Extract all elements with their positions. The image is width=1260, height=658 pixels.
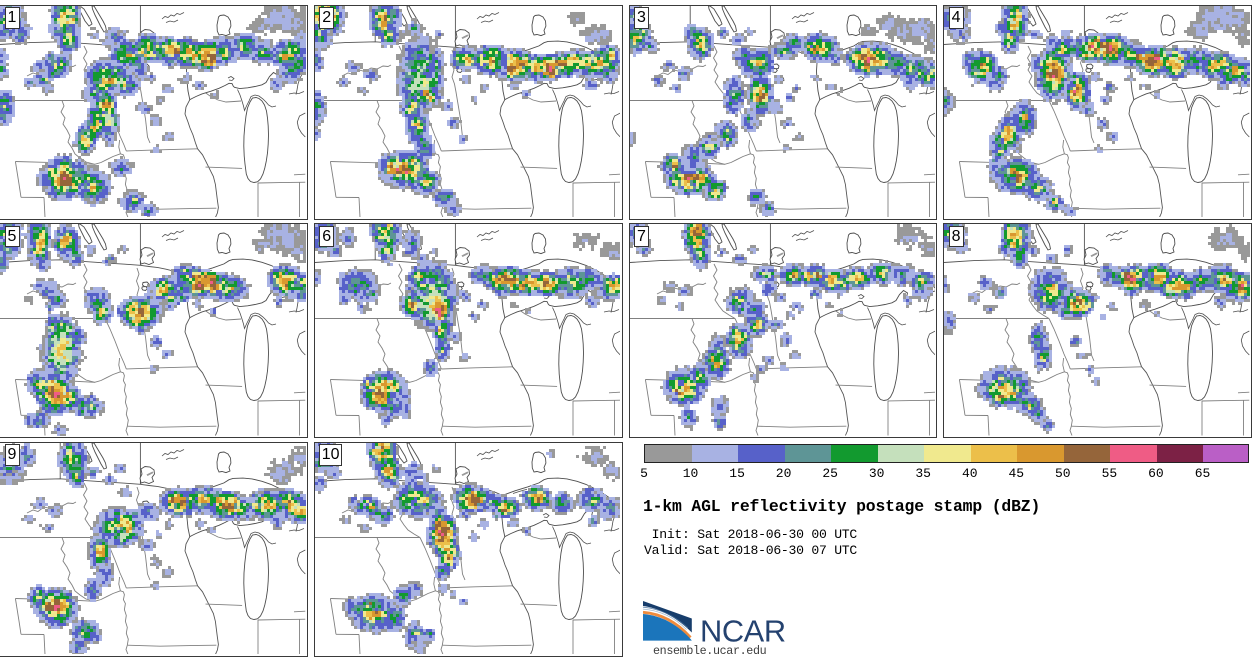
svg-text:NCAR: NCAR [700, 613, 786, 643]
